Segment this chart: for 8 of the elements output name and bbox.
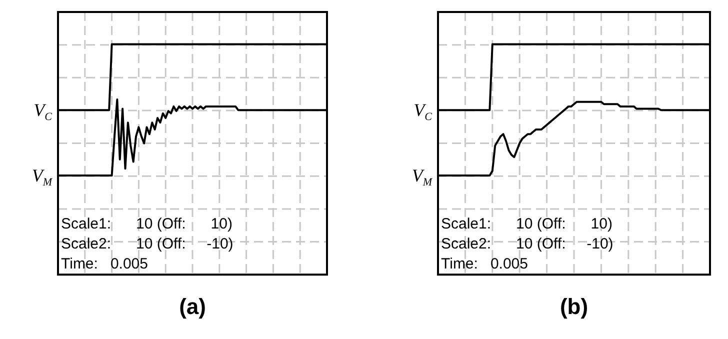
text: (b)	[560, 294, 588, 319]
text: (a)	[179, 294, 206, 319]
annotation: Time: 0.005	[441, 256, 528, 273]
annotation: Scale1: 10 (Off: 10)	[441, 216, 612, 233]
annotation: Time: 0.005	[61, 256, 148, 273]
annotation: Scale2: 10 (Off: -10)	[441, 236, 614, 253]
annotation: Scale2: 10 (Off: -10)	[61, 236, 234, 253]
annotation: Scale1: 10 (Off: 10)	[61, 216, 232, 233]
